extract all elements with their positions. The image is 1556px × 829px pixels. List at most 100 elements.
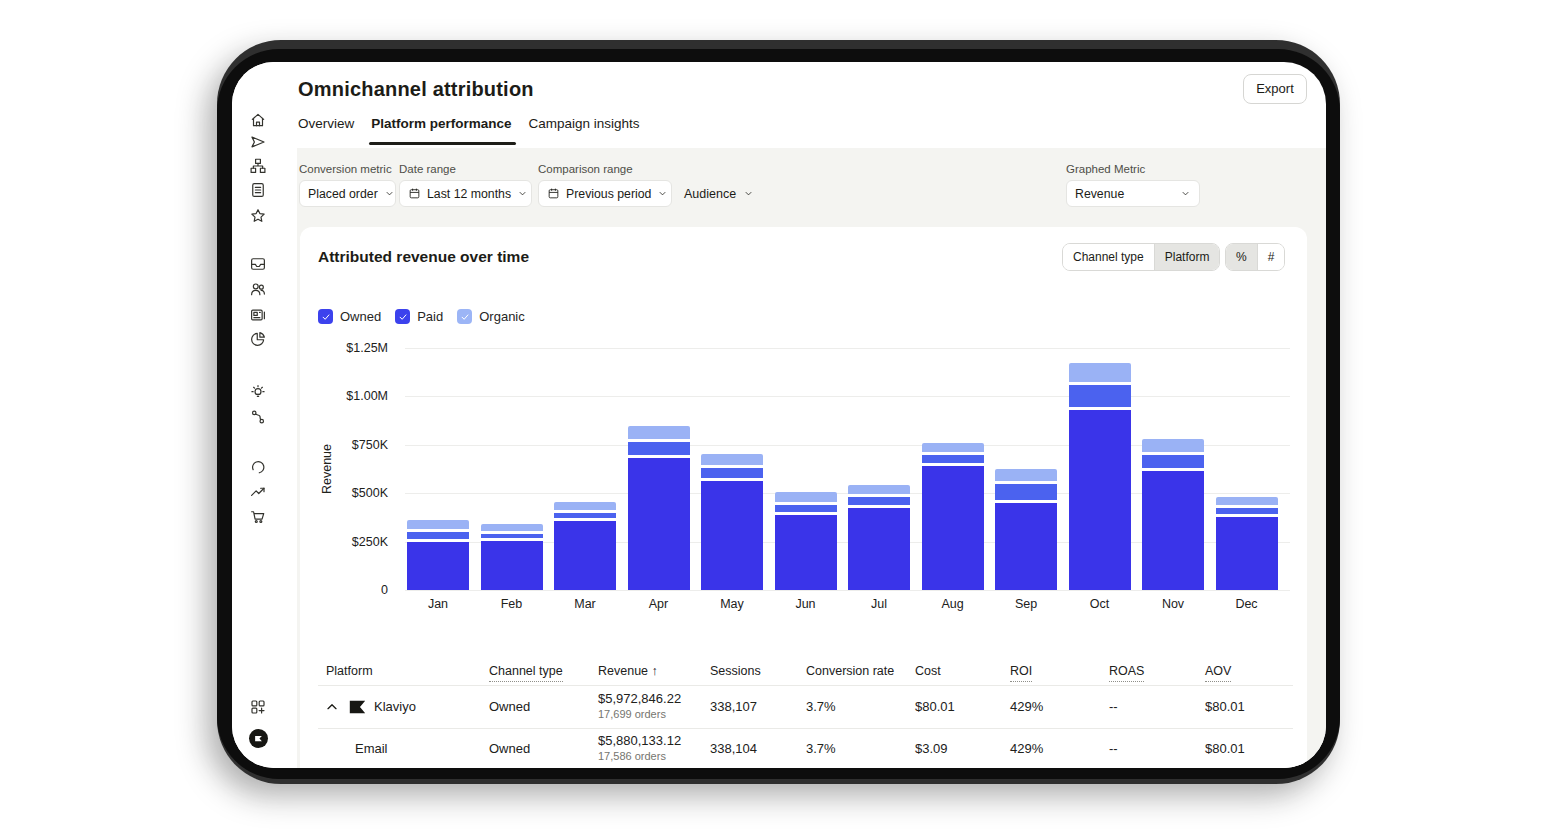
sidebar-growth-icon[interactable] (249, 483, 267, 501)
audience-dropdown[interactable]: Audience (684, 180, 754, 207)
legend-label: Paid (417, 309, 443, 324)
sidebar-reviews-icon[interactable] (249, 207, 267, 225)
column-header-aov[interactable]: AOV (1205, 664, 1231, 678)
bar-sep[interactable] (995, 469, 1057, 590)
y-axis-tick: $250K (300, 535, 388, 549)
bar-feb[interactable] (481, 524, 543, 590)
sidebar-inbox-icon[interactable] (249, 255, 267, 273)
sidebar-home-icon[interactable] (249, 111, 267, 129)
chevron-down-icon (384, 188, 395, 199)
bar-aug[interactable] (922, 443, 984, 590)
segment-gap (701, 478, 763, 481)
column-header-platform[interactable]: Platform (326, 664, 373, 678)
sidebar-integrations-icon[interactable] (249, 408, 267, 426)
date-range-select[interactable]: Last 12 months (399, 180, 532, 207)
column-header-label: Platform (326, 664, 373, 678)
collapse-chevron-icon[interactable] (324, 699, 340, 715)
sidebar-forms-icon[interactable] (249, 181, 267, 199)
column-header-roi[interactable]: ROI (1010, 664, 1032, 678)
column-header-label: Channel type (489, 664, 563, 682)
column-header-channel-type[interactable]: Channel type (489, 664, 563, 678)
toggle-platform[interactable]: Platform (1154, 244, 1220, 270)
x-axis-tick: Oct (1070, 597, 1130, 611)
checkbox-paid[interactable] (395, 309, 410, 324)
platform-name: Email (355, 728, 388, 768)
segment-owned[interactable] (775, 514, 837, 590)
tab-platform-performance[interactable]: Platform performance (371, 116, 511, 145)
segment-owned[interactable] (1142, 470, 1204, 590)
sidebar-shop-icon[interactable] (249, 508, 267, 526)
checkbox-organic[interactable] (457, 309, 472, 324)
segment-owned[interactable] (407, 541, 469, 590)
segment-paid[interactable] (995, 483, 1057, 502)
sidebar-audience-icon[interactable] (249, 280, 267, 298)
checkbox-owned[interactable] (318, 309, 333, 324)
bar-jan[interactable] (407, 520, 469, 590)
column-header-roas[interactable]: ROAS (1109, 664, 1144, 678)
toggle-#[interactable]: # (1257, 244, 1285, 270)
segment-paid[interactable] (1069, 384, 1131, 408)
bar-apr[interactable] (628, 426, 690, 590)
column-header-conversion-rate[interactable]: Conversion rate (806, 664, 894, 678)
bar-jun[interactable] (775, 492, 837, 590)
segment-owned[interactable] (701, 480, 763, 590)
bar-dec[interactable] (1216, 497, 1278, 590)
bar-nov[interactable] (1142, 439, 1204, 590)
segment-owned[interactable] (995, 502, 1057, 590)
x-axis-tick: Dec (1217, 597, 1277, 611)
sidebar-content-icon[interactable] (249, 306, 267, 324)
y-axis-tick: 0 (300, 583, 388, 597)
x-axis-tick: Nov (1143, 597, 1203, 611)
cell-conversion-rate: 3.7% (806, 728, 836, 768)
device-mockup: Omnichannel attribution Export OverviewP… (217, 40, 1340, 784)
bar-mar[interactable] (554, 502, 616, 590)
segment-organic[interactable] (1069, 363, 1131, 384)
x-axis-tick: Jun (776, 597, 836, 611)
column-header-revenue[interactable]: Revenue ↑ (598, 664, 658, 678)
table-row-email[interactable]: EmailOwned$5,880,133.1217,586 orders338,… (300, 728, 1307, 768)
segment-owned[interactable] (922, 465, 984, 590)
cell-revenue: $5,972,846.22 (598, 691, 681, 706)
column-header-cost[interactable]: Cost (915, 664, 941, 678)
segment-owned[interactable] (628, 456, 690, 590)
conversion-metric-select[interactable]: Placed order (299, 180, 396, 207)
sidebar-send-icon[interactable] (249, 133, 267, 151)
segment-owned[interactable] (848, 507, 910, 590)
toggle-channel-type[interactable]: Channel type (1063, 244, 1154, 270)
sidebar-analytics-icon[interactable] (249, 330, 267, 348)
tab-campaign-insights[interactable]: Campaign insights (529, 116, 640, 145)
table-row-klaviyo[interactable]: KlaviyoOwned$5,972,846.2217,699 orders33… (300, 686, 1307, 728)
bar-oct[interactable] (1069, 363, 1131, 590)
toggle-%[interactable]: % (1226, 244, 1257, 270)
sidebar-flows-icon[interactable] (249, 157, 267, 175)
graphed-metric-select[interactable]: Revenue (1066, 180, 1200, 207)
export-button[interactable]: Export (1243, 74, 1307, 104)
bar-jul[interactable] (848, 485, 910, 590)
cell-conversion-rate: 3.7% (806, 686, 836, 728)
x-axis-tick: May (702, 597, 762, 611)
bar-may[interactable] (701, 454, 763, 590)
sidebar-apps-icon[interactable] (249, 698, 267, 716)
legend-paid[interactable]: Paid (395, 309, 443, 324)
y-axis-tick: $500K (300, 486, 388, 500)
comparison-range-select[interactable]: Previous period (538, 180, 672, 207)
segment-owned[interactable] (1216, 515, 1278, 590)
legend-owned[interactable]: Owned (318, 309, 381, 324)
segment-gap (1216, 514, 1278, 517)
graphed-metric-value: Revenue (1075, 187, 1124, 201)
segment-gap (922, 463, 984, 466)
cell-aov: $80.01 (1205, 728, 1245, 768)
tab-overview[interactable]: Overview (298, 116, 354, 145)
segment-gap (1142, 452, 1204, 455)
column-header-sessions[interactable]: Sessions (710, 664, 761, 678)
segment-owned[interactable] (481, 539, 543, 590)
segment-owned[interactable] (554, 520, 616, 590)
segment-gap (481, 531, 543, 534)
legend-organic[interactable]: Organic (457, 309, 525, 324)
segment-owned[interactable] (1069, 408, 1131, 590)
sidebar-ideas-icon[interactable] (249, 383, 267, 401)
active-tab-underline (369, 142, 515, 145)
column-header-label: Cost (915, 664, 941, 678)
klaviyo-logo-icon[interactable] (249, 729, 268, 748)
sidebar-benchmarks-icon[interactable] (249, 458, 267, 476)
